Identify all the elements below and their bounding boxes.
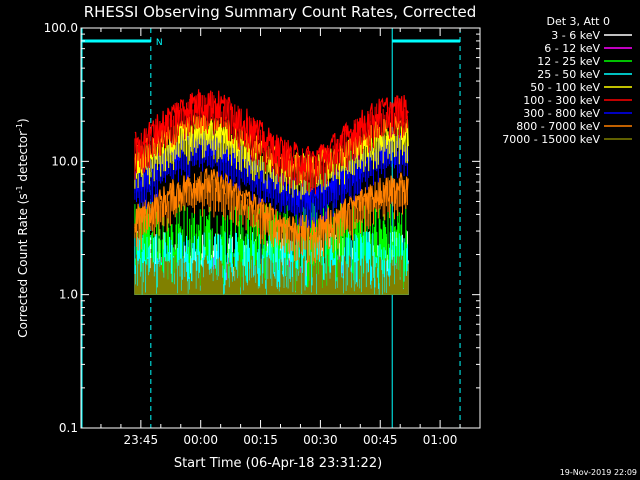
legend-entry-label: 12 - 25 keV <box>537 55 600 68</box>
series-100-300keV <box>134 89 409 195</box>
x-tick-label: 01:00 <box>423 433 458 447</box>
footer-timestamp: 19-Nov-2019 22:09 <box>560 468 637 477</box>
axes: 0.1 1.0 10.0 100.0 23:45 00:00 00:15 00:30 00:45… <box>44 21 480 447</box>
x-axis-label: Start Time (06-Apr-18 23:31:22) <box>174 456 382 471</box>
legend-entry-label: 300 - 800 keV <box>523 107 600 120</box>
legend-entry-label: 800 - 7000 keV <box>516 120 600 133</box>
series-band <box>134 91 408 195</box>
legend-entry-label: 6 - 12 keV <box>544 42 600 55</box>
x-tick-label: 00:30 <box>303 433 338 447</box>
y-axis-label-sup2: -1 <box>15 123 24 131</box>
y-axis-label-part2: detector <box>16 131 30 186</box>
saa-marker-label: N <box>156 38 163 48</box>
series-band <box>134 171 408 265</box>
y-tick-label: 100.0 <box>44 21 78 35</box>
plot-area: N <box>81 28 461 428</box>
x-tick-label: 00:45 <box>363 433 398 447</box>
y-axis-label: Corrected Count Rate (s-1 detector-1) <box>15 118 30 337</box>
legend-header: Det 3, Att 0 <box>547 15 611 28</box>
legend-entry-label: 3 - 6 keV <box>551 29 600 42</box>
series-800-7000keV <box>134 168 409 265</box>
y-tick-label: 1.0 <box>59 288 78 302</box>
legend-entry-label: 7000 - 15000 keV <box>502 133 600 146</box>
x-tick-label: 00:15 <box>243 433 278 447</box>
legend-entry-label: 25 - 50 keV <box>537 68 600 81</box>
series-line <box>134 254 409 295</box>
y-axis-label-sup1: -1 <box>15 185 24 193</box>
x-tick-label: 00:00 <box>183 433 218 447</box>
y-axis-label-part3: ) <box>16 118 30 123</box>
x-tick-label: 23:45 <box>124 433 159 447</box>
chart-title: RHESSI Observing Summary Count Rates, Co… <box>84 3 477 21</box>
legend-entry-label: 100 - 300 keV <box>523 94 600 107</box>
y-tick-label: 10.0 <box>51 154 78 168</box>
legend-entry-label: 50 - 100 keV <box>530 81 600 94</box>
series-7000-15000keV <box>134 254 409 295</box>
y-tick-label: 0.1 <box>59 421 78 435</box>
y-axis-label-part1: Corrected Count Rate (s <box>16 193 30 337</box>
